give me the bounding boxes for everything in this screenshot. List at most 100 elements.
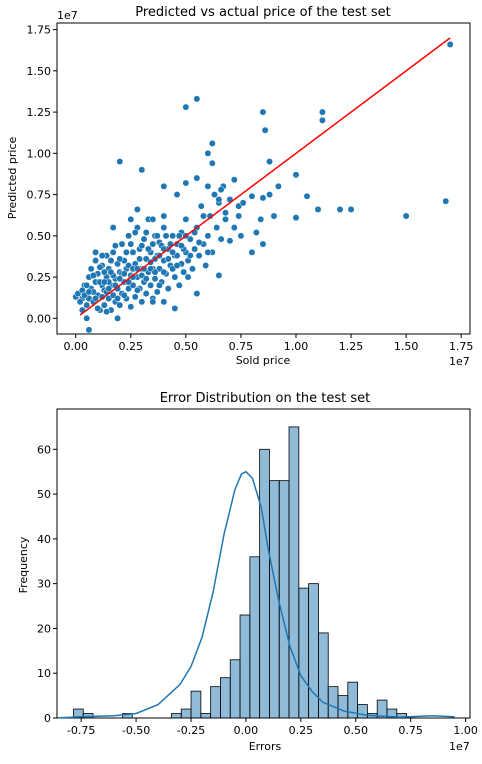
scatter-point — [230, 176, 238, 184]
scatter-point — [261, 126, 269, 134]
scatter-point — [318, 116, 326, 124]
scatter-point — [259, 240, 267, 248]
scatter-point — [136, 255, 144, 263]
scatter-point — [127, 240, 135, 248]
histogram-y-tick-label: 20 — [37, 622, 51, 635]
scatter-point — [164, 255, 172, 263]
scatter-point — [222, 215, 229, 223]
scatter-point — [292, 171, 300, 179]
scatter-point — [217, 186, 225, 194]
scatter-point — [85, 326, 93, 334]
scatter-point — [94, 304, 102, 312]
histogram-x-offset-label: 1e7 — [449, 740, 470, 753]
scatter-point — [114, 314, 122, 322]
scatter-point — [140, 235, 148, 243]
scatter-point — [100, 268, 108, 276]
scatter-point — [127, 215, 135, 223]
scatter-point — [222, 209, 229, 217]
scatter-point — [200, 212, 207, 220]
scatter-point — [318, 108, 326, 116]
scatter-point — [204, 149, 212, 157]
scatter-point — [164, 285, 172, 293]
histogram-title: Error Distribution on the test set — [160, 391, 371, 406]
histogram-bar — [229, 659, 241, 719]
scatter-point — [259, 194, 267, 202]
scatter-point — [151, 268, 159, 276]
scatter-y-tick-label: 1.75 — [27, 24, 52, 37]
scatter-y-tick-label: 0.00 — [27, 312, 52, 325]
scatter-x-tick-label: 0.75 — [229, 340, 254, 353]
scatter-point — [149, 215, 157, 223]
scatter-point — [303, 192, 311, 200]
scatter-point — [116, 255, 124, 263]
scatter-plot-area — [56, 22, 471, 335]
histogram-bar — [288, 426, 300, 719]
histogram-bar — [337, 695, 349, 719]
scatter-point — [160, 182, 168, 190]
scatter-points — [72, 40, 454, 334]
scatter-point — [83, 301, 91, 309]
scatter-point — [257, 215, 265, 223]
histogram-bar — [239, 614, 251, 719]
histogram-x-tick-label: 0.25 — [289, 724, 314, 737]
scatter-point — [160, 268, 168, 276]
histogram-kde-curve — [59, 470, 455, 719]
scatter-point — [133, 286, 141, 294]
histogram-bar — [357, 704, 368, 719]
scatter-point — [111, 242, 119, 250]
scatter-x-ticks: 0.00 0.25 0.50 0.75 1.00 1.25 1.50 1.75 — [63, 334, 473, 353]
scatter-point — [129, 248, 137, 256]
scatter-point — [160, 224, 168, 232]
histogram-y-tick-label: 0 — [44, 712, 51, 725]
histogram-bar — [180, 708, 192, 719]
scatter-x-tick-label: 1.00 — [284, 340, 309, 353]
scatter-chart: Predicted vs actual price of the test se… — [6, 5, 473, 368]
histogram-bar — [210, 686, 221, 719]
scatter-point — [100, 301, 108, 309]
scatter-point — [92, 257, 99, 265]
scatter-point — [96, 263, 104, 271]
scatter-point — [100, 278, 108, 286]
scatter-point — [248, 248, 256, 256]
scatter-y-tick-label: 1.25 — [27, 106, 52, 119]
scatter-point — [133, 205, 141, 213]
scatter-y-tick-label: 1.50 — [27, 65, 52, 78]
scatter-point — [131, 293, 139, 301]
scatter-point — [215, 271, 223, 279]
scatter-y-tick-label: 0.75 — [27, 189, 52, 202]
scatter-point — [402, 212, 410, 220]
histogram-y-tick-label: 50 — [37, 488, 51, 501]
histogram-x-tick-label: -0.75 — [67, 724, 95, 737]
scatter-point — [120, 270, 128, 278]
scatter-point — [259, 108, 267, 116]
scatter-point — [149, 298, 157, 306]
scatter-point — [85, 288, 93, 296]
histogram-x-ticks: -0.75 -0.50 -0.25 0.00 0.25 0.50 0.75 1.00 — [67, 718, 478, 737]
scatter-x-tick-label: 1.25 — [339, 340, 364, 353]
scatter-point — [120, 291, 128, 299]
scatter-point — [204, 232, 212, 240]
scatter-point — [191, 245, 199, 253]
scatter-point — [189, 265, 196, 273]
scatter-point — [230, 224, 238, 232]
histogram-x-tick-label: 0.00 — [234, 724, 259, 737]
histogram-y-ticks: 0 10 20 30 40 50 60 — [37, 443, 57, 725]
scatter-point — [122, 248, 130, 256]
scatter-title: Predicted vs actual price of the test se… — [135, 5, 391, 20]
scatter-fit-line — [79, 37, 451, 316]
histogram-y-tick-label: 10 — [37, 667, 51, 680]
scatter-point — [292, 214, 300, 222]
scatter-point — [186, 252, 194, 260]
histogram-bar — [200, 713, 212, 719]
scatter-point — [446, 40, 454, 48]
scatter-point — [144, 245, 152, 253]
scatter-point — [153, 232, 161, 240]
scatter-point — [109, 224, 117, 232]
scatter-point — [202, 262, 210, 269]
scatter-point — [178, 242, 185, 250]
scatter-point — [171, 304, 179, 312]
histogram-x-tick-label: -0.50 — [122, 724, 150, 737]
scatter-point — [155, 281, 163, 289]
histogram-chart: Error Distribution on the test set -0.75… — [17, 391, 478, 753]
